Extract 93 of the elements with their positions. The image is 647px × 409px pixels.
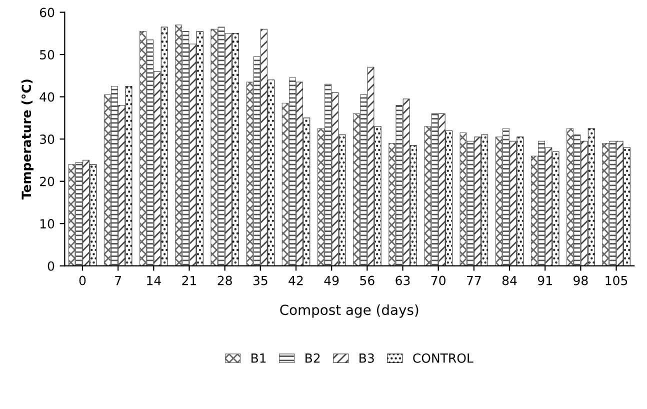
x-tick-label: 91 [538,276,552,286]
bar [125,86,132,266]
bar [232,33,239,266]
bar [303,118,310,266]
x-tick-label: 14 [147,276,161,286]
bar [140,31,146,266]
bar [360,94,368,266]
bar [446,130,452,266]
bar [296,82,304,266]
y-tick-label: 0 [48,261,54,271]
bar [154,71,161,266]
bar [260,28,268,266]
bar [609,140,616,266]
y-tick-label: 30 [40,134,54,144]
x-tick-label: 98 [574,276,588,286]
bar [502,128,510,266]
bar [580,140,588,266]
bar [182,31,190,266]
bar [396,104,403,266]
legend-label: B3 [360,353,374,363]
x-tick-label: 84 [502,276,517,286]
x-tick-label: 77 [467,276,481,286]
bar [530,156,538,266]
bar [466,140,474,266]
bar [374,126,382,266]
bar [402,98,410,266]
bar [268,80,275,266]
bar [474,136,481,266]
legend-label: B2 [306,353,320,363]
bar [288,78,296,266]
bar [410,145,417,266]
bar [118,104,126,266]
bar [552,151,560,266]
legend-label: CONTROL [413,353,474,363]
x-tick-label: 105 [606,276,628,286]
bar [68,164,76,266]
bar [175,24,182,266]
bar [324,84,332,266]
bar [253,56,260,266]
bar [210,28,218,266]
y-tick-label: 20 [40,176,54,186]
bar [353,113,360,266]
y-tick-label: 10 [40,219,54,229]
bar [332,92,339,266]
legend-label: B1 [252,354,266,363]
bar [623,147,630,266]
bar [438,113,446,266]
bar [246,82,254,266]
x-axis-title: Compost age (days) [280,304,418,318]
bar [388,143,396,266]
bar [317,128,324,266]
bar [189,44,196,266]
bar [160,26,168,266]
bar [424,126,432,266]
bar [338,134,346,266]
bar [588,128,595,266]
bar [574,134,581,266]
x-tick-label: 21 [182,276,196,286]
bar [75,162,82,266]
x-tick-label: 0 [79,276,86,286]
bar [460,132,467,266]
x-tick-label: 49 [324,276,339,286]
x-tick-label: 35 [253,276,268,286]
bar [616,140,624,266]
x-tick-label: 7 [115,276,121,286]
x-tick-label: 63 [396,276,410,286]
bar [90,164,97,266]
bar [516,136,524,266]
bar [82,160,90,266]
bar [602,143,610,266]
y-axis-title: Temperature (°C) [21,80,34,200]
bar [282,102,289,266]
bar [538,140,546,266]
bar [566,128,574,266]
bar [218,26,225,266]
bar [224,33,232,266]
x-tick-label: 42 [288,276,303,286]
bar [111,86,118,266]
x-tick-label: 56 [360,276,374,286]
y-tick-label: 50 [40,50,54,60]
bar [104,94,111,266]
bar [545,147,552,266]
bar [431,113,438,266]
y-tick-label: 60 [40,8,54,18]
y-tick-label: 40 [40,92,54,102]
bar [481,134,488,266]
bar [196,31,204,266]
bar [146,39,154,266]
bar [495,136,502,266]
bar [510,140,517,266]
x-tick-label: 70 [431,276,446,286]
bar [367,66,374,266]
x-tick-label: 28 [218,276,232,286]
